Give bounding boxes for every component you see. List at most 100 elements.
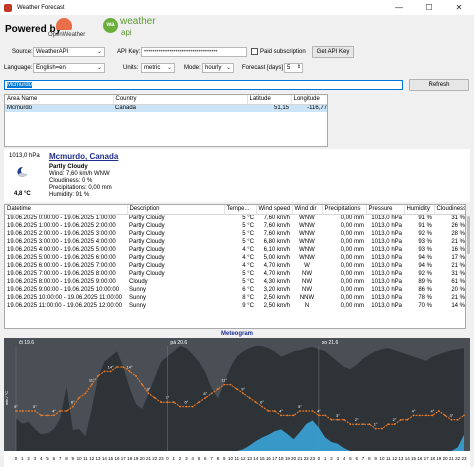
- temperature-label: 2°: [355, 417, 359, 422]
- hour-label: 1: [21, 456, 24, 461]
- column-header[interactable]: Datetime: [5, 205, 128, 215]
- forecast-table[interactable]: Datetime Description Tempe... Wind speed Win…: [4, 204, 466, 329]
- openweather-label[interactable]: OpenWeather: [48, 32, 86, 38]
- temperature-label: 2°: [393, 417, 397, 422]
- paid-subscription-checkbox[interactable]: [251, 48, 258, 55]
- column-header[interactable]: Cloudiness: [434, 205, 465, 215]
- units-label: Units:: [123, 65, 139, 71]
- temperature-label: 4°: [412, 408, 416, 413]
- table-row[interactable]: 19.06.2025 11:00:00 - 19.06.2025 12:00:0…: [5, 302, 465, 310]
- table-row[interactable]: 19.06.2025 10:00:00 - 19.06.2025 11:00:0…: [5, 294, 465, 302]
- location-search-input[interactable]: Mcmurdo: [4, 80, 403, 90]
- hour-label: 16: [266, 456, 272, 461]
- forecast-scrollbar-thumb[interactable]: [467, 216, 470, 254]
- hour-label: 5: [198, 456, 201, 461]
- forecast-cell: 93 %: [418, 239, 432, 245]
- forecast-cell: 6,10 km/h: [263, 247, 290, 253]
- language-select[interactable]: English=en ⌄: [33, 63, 105, 73]
- forecast-cell: 92 %: [418, 271, 432, 277]
- weatherapi-sub-label[interactable]: api: [121, 28, 132, 37]
- forecast-scrollbar[interactable]: [466, 204, 471, 329]
- hour-label: 21: [297, 456, 303, 461]
- forecast-days-stepper[interactable]: 5 ⇕: [284, 63, 303, 73]
- minimize-button[interactable]: —: [395, 3, 403, 12]
- forecast-cell: 7,60 km/h: [263, 223, 290, 229]
- temperature-point: [362, 423, 364, 426]
- table-row[interactable]: 19.06.2025 2:00:00 - 19.06.2025 3:00:00 P…: [5, 230, 465, 238]
- column-header[interactable]: Latitude: [247, 95, 292, 105]
- forecast-cell: 1013,0 hPa: [371, 255, 402, 261]
- forecast-cell: 94 %: [418, 263, 432, 269]
- forecast-cell: 0,00 mm: [340, 247, 364, 253]
- hour-label: 20: [443, 456, 449, 461]
- temperature-point: [90, 383, 93, 386]
- temperature-point: [223, 383, 226, 386]
- forecast-cell: 0,00 mm: [340, 287, 364, 293]
- units-select[interactable]: metric ⌄: [141, 63, 175, 73]
- temperature-point: [254, 401, 257, 404]
- current-city-link[interactable]: Mcmurdo, Canada: [49, 152, 119, 161]
- table-row[interactable]: Mcmurdo Canada 51,15 -116,77: [5, 104, 327, 112]
- api-key-field[interactable]: •••••••••••••••••••••••••••••••••••: [141, 47, 247, 57]
- forecast-cell: Partly Cloudy: [129, 231, 165, 237]
- column-header[interactable]: Area Name: [5, 95, 114, 105]
- temperature-label: 4°: [317, 408, 321, 413]
- column-header[interactable]: Longitude: [291, 95, 327, 105]
- hour-label: 4: [343, 456, 346, 461]
- mode-select[interactable]: hourly ⌄: [202, 63, 234, 73]
- temperature-point: [305, 410, 308, 412]
- temperature-point: [153, 396, 156, 399]
- temperature-point: [368, 423, 371, 426]
- forecast-cell: 4,30 km/h: [263, 279, 290, 285]
- y-axis-label: min / °C: [4, 391, 9, 405]
- column-header[interactable]: Tempe...: [224, 205, 257, 215]
- locations-table[interactable]: Area Name Country Latitude Longitude Mcm…: [4, 94, 328, 147]
- column-header[interactable]: Humidity: [404, 205, 435, 215]
- column-header[interactable]: Pressure: [366, 205, 405, 215]
- column-header[interactable]: Precipitations: [322, 205, 367, 215]
- table-row[interactable]: 19.06.2025 4:00:00 - 19.06.2025 5:00:00 P…: [5, 246, 465, 254]
- hour-label: 20: [140, 456, 146, 461]
- openweather-logo-icon[interactable]: [56, 18, 72, 30]
- forecast-cell: 4 °C: [242, 247, 254, 253]
- forecast-cell: 1013,0 hPa: [371, 271, 402, 277]
- table-row[interactable]: 19.06.2025 1:00:00 - 19.06.2025 2:00:00 P…: [5, 222, 465, 230]
- current-weather-panel: 1013,0 hPa 4,8 °C Mcmurdo, Canada Partly…: [4, 149, 470, 202]
- weatherapi-logo-icon[interactable]: wa: [103, 18, 118, 33]
- table-row[interactable]: 19.06.2025 9:00:00 - 19.06.2025 10:00:00…: [5, 286, 465, 294]
- table-row[interactable]: 19.06.2025 8:00:00 - 19.06.2025 9:00:00 C…: [5, 278, 465, 286]
- forecast-cell: 19.06.2025 10:00:00 - 19.06.2025 11:00:0…: [7, 295, 122, 301]
- column-header[interactable]: Country: [113, 95, 248, 105]
- column-header[interactable]: Wind speed: [256, 205, 293, 215]
- table-row[interactable]: 19.06.2025 0:00:00 - 19.06.2025 1:00:00 P…: [5, 214, 465, 222]
- forecast-cell: 70 %: [418, 303, 432, 309]
- weatherapi-label[interactable]: weather: [120, 16, 156, 27]
- get-api-key-button[interactable]: Get API Key: [312, 46, 354, 58]
- column-header[interactable]: Description: [127, 205, 225, 215]
- hour-label: 13: [96, 456, 102, 461]
- forecast-cell: 1013,0 hPa: [371, 279, 402, 285]
- forecast-cell: WNW: [299, 215, 315, 222]
- temperature-point: [393, 423, 396, 426]
- maximize-button[interactable]: ☐: [425, 3, 433, 12]
- table-row[interactable]: 19.06.2025 7:00:00 - 19.06.2025 8:00:00 P…: [5, 270, 465, 278]
- forecast-cell: 1013,0 hPa: [371, 263, 402, 269]
- table-row[interactable]: 19.06.2025 3:00:00 - 19.06.2025 4:00:00 P…: [5, 238, 465, 246]
- table-row[interactable]: 19.06.2025 6:00:00 - 19.06.2025 7:00:00 P…: [5, 262, 465, 270]
- table-row[interactable]: 19.06.2025 5:00:00 - 19.06.2025 6:00:00 P…: [5, 254, 465, 262]
- temperature-label: 5°: [298, 404, 302, 409]
- close-button[interactable]: ✕: [455, 3, 463, 12]
- temperature-label: 6°: [260, 400, 264, 405]
- temperature-label: 14°: [108, 364, 114, 369]
- forecast-cell: 1013,0 hPa: [371, 215, 402, 222]
- forecast-cell: 0,00 mm: [340, 303, 364, 309]
- source-select[interactable]: WeatherAPI ⌄: [33, 47, 105, 57]
- hour-label: 22: [304, 456, 310, 461]
- stepper-arrows-icon[interactable]: ⇕: [296, 64, 301, 70]
- column-header[interactable]: Wind dir: [292, 205, 323, 215]
- forecast-cell: NW: [302, 287, 312, 293]
- temperature-label: 9°: [147, 386, 151, 391]
- refresh-button[interactable]: Refresh: [409, 79, 469, 91]
- brand-header: Powered by OpenWeather wa weather api: [0, 15, 474, 45]
- hour-label: 22: [152, 456, 158, 461]
